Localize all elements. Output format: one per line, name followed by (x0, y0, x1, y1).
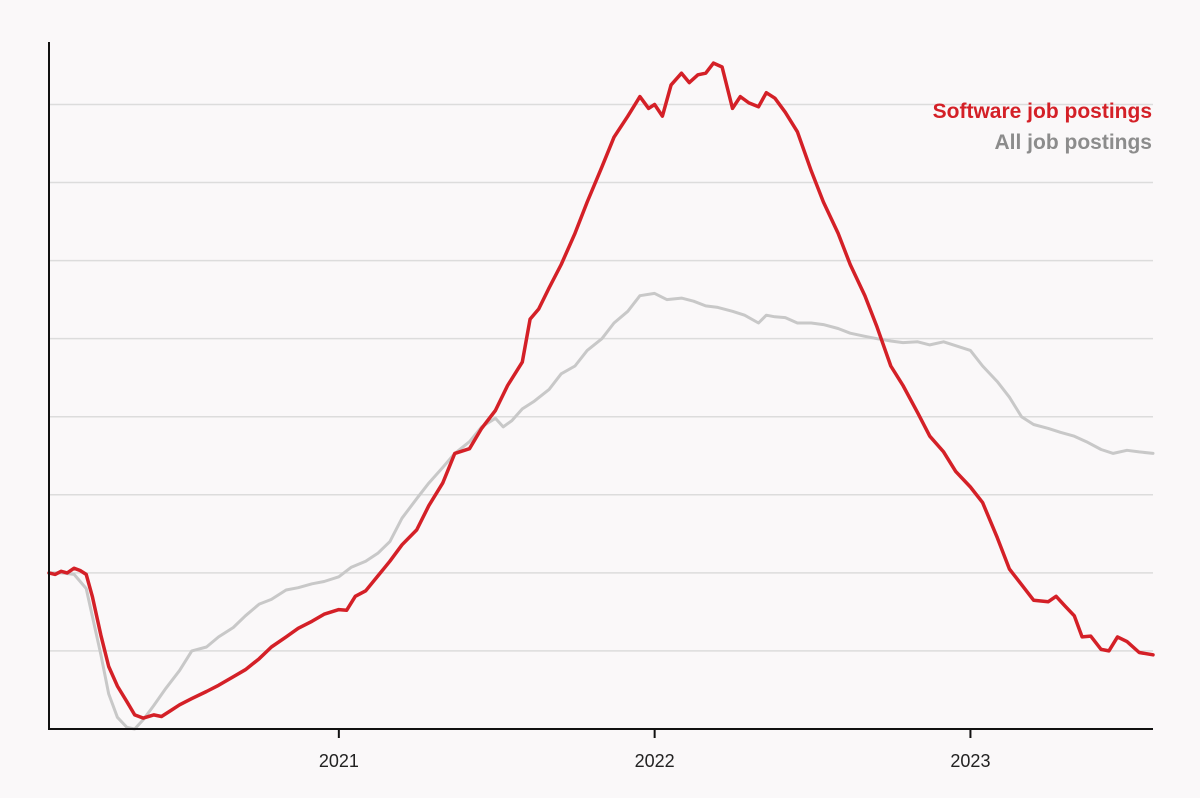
gridlines (49, 103, 1153, 652)
legend: Software job postings All job postings (933, 100, 1152, 154)
series-line-software-job-postings (47, 61, 1155, 720)
axes (48, 42, 1153, 730)
x-tick-label: 2021 (319, 751, 359, 771)
x-tick-label: 2023 (950, 751, 990, 771)
series-line-all-job-postings (47, 291, 1155, 731)
legend-software-job-postings: Software job postings (933, 100, 1152, 123)
x-tick-label: 2022 (635, 751, 675, 771)
series-lines (47, 61, 1155, 731)
legend-all-job-postings: All job postings (995, 131, 1153, 154)
x-axis-ticks: 2021 2022 2023 (319, 729, 990, 771)
